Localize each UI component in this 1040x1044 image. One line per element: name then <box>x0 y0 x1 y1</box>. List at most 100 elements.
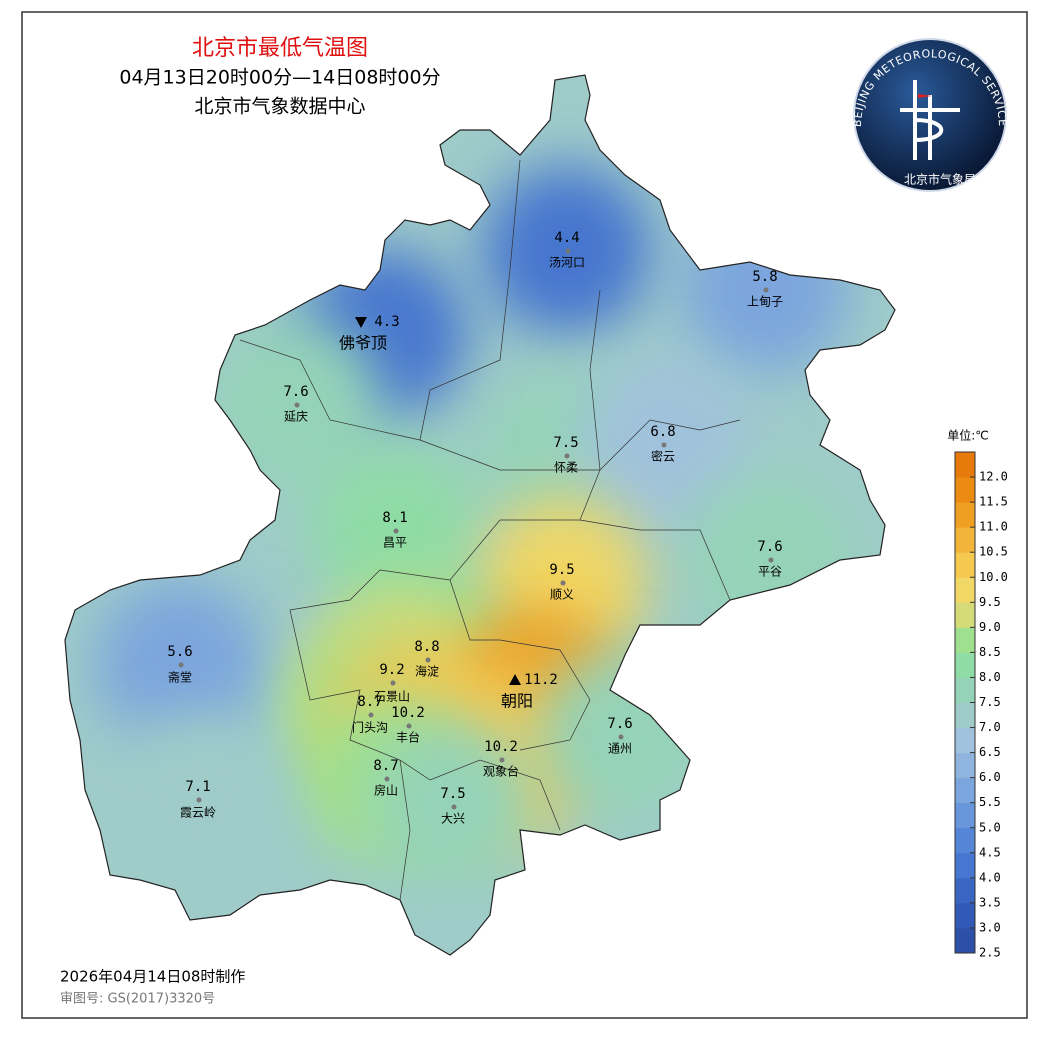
color-segment <box>955 727 975 754</box>
station-dot <box>368 712 374 718</box>
color-segment <box>955 452 975 478</box>
station-dot <box>618 734 624 740</box>
made-time: 2026年04月14日08时制作 <box>60 968 245 986</box>
color-segment <box>955 777 975 804</box>
station-value: 7.6 <box>283 384 308 400</box>
station-dot <box>196 797 202 803</box>
tick-label: 7.0 <box>979 720 1001 734</box>
station-name: 平谷 <box>758 565 782 579</box>
tick-label: 6.0 <box>979 770 1001 784</box>
unit: 单位:℃ <box>947 428 989 443</box>
station-name: 门头沟 <box>352 720 388 735</box>
station-value: 10.2 <box>484 739 518 755</box>
color-segment <box>955 552 975 578</box>
color-segment <box>955 577 975 603</box>
station-dot <box>406 723 412 729</box>
station-name: 佛爷顶 <box>339 334 387 353</box>
station-name: 丰台 <box>396 730 420 745</box>
station-name: 朝阳 <box>501 692 533 711</box>
header: 北京市最低气温图 04月13日20时00分—14日08时00分 北京市气象数据中… <box>119 36 440 118</box>
station-name: 观象台 <box>483 764 519 779</box>
tick-label: 8.5 <box>979 645 1001 659</box>
color-segment <box>955 677 975 703</box>
color-segment <box>955 652 975 678</box>
station-value: 9.5 <box>549 562 574 578</box>
station-dot <box>565 248 571 254</box>
tick-label: 9.5 <box>979 595 1001 609</box>
tick-label: 10.0 <box>979 570 1008 584</box>
station-dot <box>425 657 431 663</box>
logo: BEIJING METEOROLOGICAL SERVICE 北京市气象局 <box>851 38 1008 192</box>
color-segment <box>955 852 975 879</box>
station-value: 10.2 <box>391 705 425 721</box>
station-dot <box>499 757 505 763</box>
color-segment <box>955 802 975 829</box>
stations: 4.4 汤河口 5.8 上甸子 4.3 佛爷顶 7.6 延庆 7.5 怀柔 6.8 密云 8.1 昌平 7.… <box>167 230 783 826</box>
station-dot <box>390 680 396 686</box>
station-name: 海淀 <box>415 664 439 679</box>
station-dot <box>178 662 184 668</box>
station-dot <box>393 528 399 534</box>
color-segment <box>955 902 975 929</box>
color-segment <box>955 477 975 503</box>
tick-label: 3.0 <box>979 920 1001 934</box>
station-name: 延庆 <box>284 410 308 424</box>
period: 04月13日20时00分—14日08时00分 <box>119 67 440 89</box>
source: 北京市气象数据中心 <box>194 96 365 118</box>
station-value: 7.5 <box>553 435 578 451</box>
station-value: 8.1 <box>382 510 407 526</box>
extreme-marker <box>509 674 521 685</box>
station-value: 7.5 <box>440 786 465 802</box>
approval: 审图号: GS(2017)3320号 <box>60 992 215 1007</box>
station-value: 7.6 <box>607 716 632 732</box>
station-name: 通州 <box>608 742 632 756</box>
station-name: 怀柔 <box>554 461 578 475</box>
station-value: 8.7 <box>373 758 398 774</box>
tick-label: 4.5 <box>979 845 1001 859</box>
station-dot <box>294 402 300 408</box>
station-value: 4.4 <box>554 230 579 246</box>
tick-label: 9.0 <box>979 620 1001 634</box>
frame <box>21 11 1028 1019</box>
logo-org: 北京市气象局 <box>904 172 976 187</box>
color-segment <box>955 627 975 653</box>
station-value: 7.6 <box>757 539 782 555</box>
station-dot <box>384 776 390 782</box>
tick-label: 10.5 <box>979 545 1008 559</box>
station-name: 房山 <box>374 783 398 798</box>
color-segment <box>955 527 975 553</box>
tick-label: 6.5 <box>979 745 1001 759</box>
station-value: 4.3 <box>374 314 399 330</box>
station-value: 9.2 <box>379 662 404 678</box>
color-segment <box>955 702 975 729</box>
district-lines <box>239 159 741 901</box>
tick-label: 12.0 <box>979 470 1008 484</box>
extreme-marker <box>355 317 367 328</box>
station-name: 石景山 <box>374 690 410 704</box>
station-name: 斋堂 <box>168 670 192 685</box>
color-segment <box>955 502 975 528</box>
station-name: 霞云岭 <box>180 806 216 820</box>
tick-label: 2.5 <box>979 946 1001 960</box>
colorbar: 单位:℃ 2.5 3.0 3.5 4.0 4.5 5.0 5.5 6.0 6.5 7.0 7.5 8.… <box>947 428 1008 960</box>
station-name: 大兴 <box>441 812 465 826</box>
station-name: 汤河口 <box>549 256 585 270</box>
tick-label: 5.5 <box>979 795 1001 809</box>
station-value: 7.1 <box>185 779 210 795</box>
station-value: 8.7 <box>357 694 382 710</box>
tick-label: 8.0 <box>979 670 1001 684</box>
color-segment <box>955 877 975 904</box>
tick-label: 3.5 <box>979 895 1001 909</box>
station-dot <box>564 453 570 459</box>
tick-label: 4.0 <box>979 870 1001 884</box>
station-dot <box>560 580 566 586</box>
station-name: 昌平 <box>383 536 407 550</box>
tick-label: 5.0 <box>979 820 1001 834</box>
temperature-field <box>65 75 895 955</box>
station-dot <box>763 287 769 293</box>
station-dot <box>768 557 774 563</box>
tick-label: 11.0 <box>979 520 1008 534</box>
tick-label: 11.5 <box>979 495 1008 509</box>
station-value: 6.8 <box>650 424 675 440</box>
